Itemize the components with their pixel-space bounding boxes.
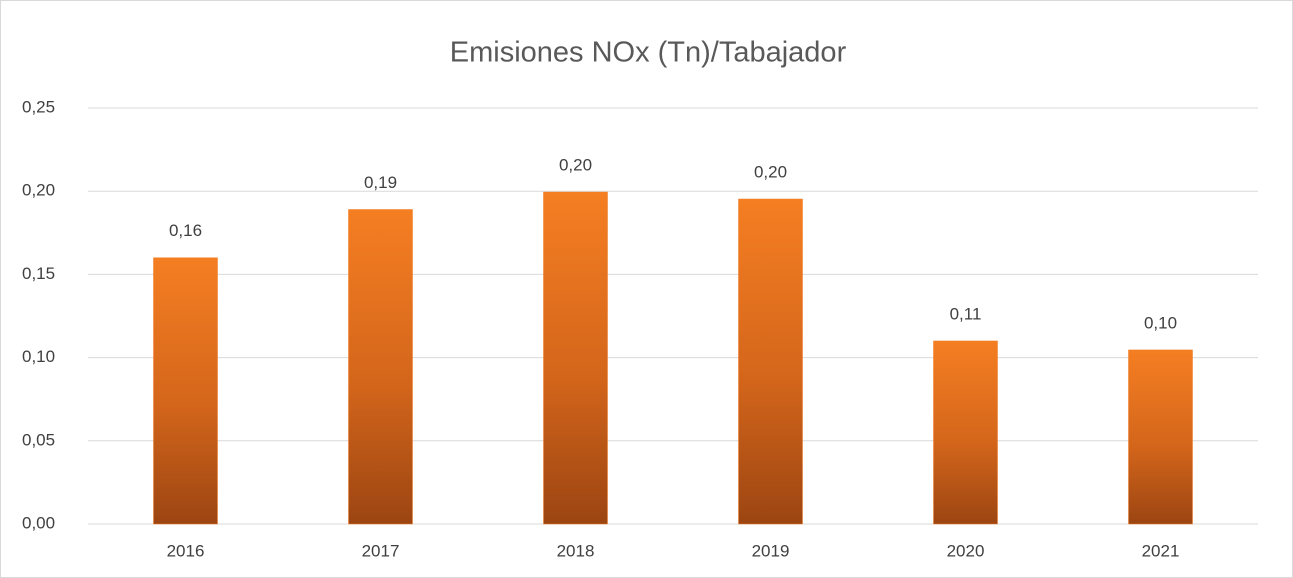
- y-tick-label: 0,05: [22, 430, 55, 449]
- x-tick-label: 2019: [752, 541, 790, 560]
- x-tick-label: 2020: [947, 541, 985, 560]
- y-tick-label: 0,00: [22, 513, 55, 532]
- y-tick-label: 0,15: [22, 264, 55, 283]
- bar: [348, 209, 413, 525]
- x-tick-label: 2018: [557, 541, 595, 560]
- data-label: 0,20: [559, 156, 592, 175]
- x-tick-label: 2021: [1142, 541, 1180, 560]
- bar: [153, 257, 218, 525]
- bar: [1128, 349, 1193, 525]
- data-label: 0,16: [169, 221, 202, 240]
- data-label: 0,11: [950, 304, 982, 323]
- x-tick-label: 2017: [362, 541, 400, 560]
- y-tick-label: 0,10: [22, 347, 55, 366]
- data-label: 0,20: [754, 163, 787, 182]
- x-tick-label: 2016: [167, 541, 205, 560]
- bar: [738, 198, 803, 525]
- chart-title: Emisiones NOx (Tn)/Tabajador: [450, 37, 847, 69]
- data-label: 0,19: [364, 173, 397, 192]
- y-tick-label: 0,20: [22, 181, 55, 200]
- data-label: 0,10: [1144, 313, 1177, 332]
- bar: [933, 340, 998, 525]
- bar: [543, 191, 608, 525]
- y-tick-label: 0,25: [22, 97, 55, 116]
